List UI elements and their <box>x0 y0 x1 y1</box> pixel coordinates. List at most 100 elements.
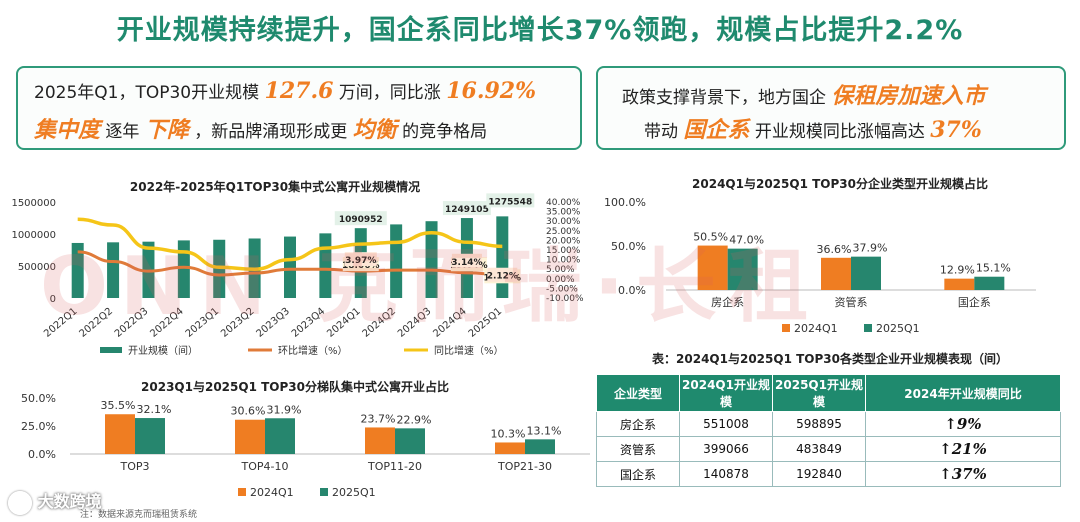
y-tick-label: 500000 <box>18 262 56 273</box>
y2-tick-label: -5.00% <box>546 284 578 294</box>
bar <box>177 240 190 298</box>
bar-data-label: 1275548 <box>488 197 532 207</box>
qoq-data-label-bg <box>344 252 377 267</box>
bar-data-label: 12.9% <box>940 264 975 277</box>
bar <box>495 442 525 454</box>
table-row: 资管系 399066 483849 ↑21% <box>596 436 1061 462</box>
table-cell: 140878 <box>679 461 773 487</box>
bar-data-label: 22.9% <box>397 413 432 426</box>
callout-highlight: 127.6 <box>264 78 334 104</box>
bar-data-label: 1249105 <box>445 205 489 215</box>
callout-text: 带动 <box>644 122 678 142</box>
bar <box>135 418 165 454</box>
footer-note: 注：数据来源克而瑞租赁系统 <box>80 510 198 520</box>
bar <box>525 439 555 454</box>
table-header-row: 企业类型 2024Q1开业规模 2025Q1开业规模 2024年开业规模同比 <box>596 374 1061 412</box>
table-cell: ↑21% <box>865 436 1061 462</box>
bar <box>265 418 295 454</box>
bar <box>821 257 851 290</box>
logo-icon <box>8 490 32 515</box>
y-tick-label: 1000000 <box>11 230 56 241</box>
table-cell: 483849 <box>772 436 866 462</box>
y-tick-label: 50.0% <box>611 240 646 253</box>
bar <box>974 276 1005 290</box>
callout-text: 开业规模同比涨幅高达 <box>754 122 925 142</box>
legend-label: 同比增速（%） <box>434 344 504 357</box>
legend-swatch <box>320 488 328 496</box>
table-cell: ↑37% <box>865 461 1061 487</box>
callout-left: 2025年Q1，TOP30开业规模 127.6 万间，同比涨 16.92% 集中… <box>16 66 582 150</box>
bar-data-label: 15.1% <box>976 262 1011 275</box>
y2-tick-label: 30.00% <box>546 217 581 227</box>
legend-label: 2025Q1 <box>876 322 920 335</box>
table-cell: 399066 <box>679 436 773 462</box>
legend-label: 2024Q1 <box>250 486 294 499</box>
table-cell: 598895 <box>772 411 866 437</box>
qoq-data-label: 2.12% <box>487 272 518 282</box>
yoy-line <box>77 217 503 271</box>
bar <box>851 256 881 290</box>
bar-data-label: 10.3% <box>491 427 526 440</box>
table-row: 房企系 551008 598895 ↑9% <box>596 411 1061 437</box>
x-tick-label: TOP3 <box>119 460 149 473</box>
bar <box>395 428 425 454</box>
table-header: 企业类型 <box>596 374 680 412</box>
legend-label: 2025Q1 <box>332 486 376 499</box>
y2-tick-label: 10.00% <box>546 256 581 266</box>
y2-tick-label: 5.00% <box>546 265 575 275</box>
chart3-bar: 50.0% 25.0% 0.0% 35.5% 32.1% TOP3 30.6% 31.9% TO… <box>21 392 590 499</box>
y2-tick-label: 0.00% <box>546 275 575 285</box>
x-tick-label: 资管系 <box>835 295 868 309</box>
callout-highlight: 16.92% <box>446 78 537 104</box>
bar <box>727 248 758 290</box>
type-table: 企业类型 2024Q1开业规模 2025Q1开业规模 2024年开业规模同比 房… <box>596 374 1061 487</box>
y2-tick-label: 15.00% <box>546 246 581 256</box>
callout-text: 2025年Q1，TOP30开业规模 <box>34 83 260 103</box>
y2-tick-label: -10.00% <box>546 294 584 304</box>
x-tick-label: TOP11-20 <box>367 460 422 473</box>
callout-right: 政策支撑背景下，地方国企 保租房加速入市 带动 国企系 开业规模同比涨幅高达 3… <box>596 66 1066 150</box>
table-header: 2024年开业规模同比 <box>865 374 1061 412</box>
callout-text: ，新品牌涌现形成更 <box>194 122 348 142</box>
callout-text: 万间，同比涨 <box>338 83 441 103</box>
bar-data-label-bg <box>486 193 535 208</box>
bar-data-label: 23.7% <box>361 412 396 425</box>
callout-highlight: 37% <box>930 117 982 143</box>
qoq-data-label: 3.14% <box>451 258 482 268</box>
bar <box>71 242 84 298</box>
callout-right-line2: 带动 国企系 开业规模同比涨幅高达 37% <box>644 112 982 144</box>
legend-label: 环比增速（%） <box>278 344 348 357</box>
callout-highlight: 均衡 <box>352 117 397 143</box>
callout-highlight: 保租房加速入市 <box>831 83 986 109</box>
y2-tick-label: 40.00% <box>546 198 581 208</box>
logo-text: 大数跨境 <box>37 492 102 511</box>
x-tick-label: TOP21-30 <box>497 460 552 473</box>
callout-text: 政策支撑背景下，地方国企 <box>622 88 826 108</box>
y-tick-label: 0.0% <box>618 284 646 297</box>
x-tick-label: 房企系 <box>711 295 744 309</box>
table-cell: 192840 <box>772 461 866 487</box>
callout-left-line1: 2025年Q1，TOP30开业规模 127.6 万间，同比涨 16.92% <box>34 78 536 104</box>
bar <box>697 245 728 290</box>
table-cell: 资管系 <box>596 436 680 462</box>
bar <box>944 278 975 290</box>
table-row: 国企系 140878 192840 ↑37% <box>596 461 1061 487</box>
footer-logo: 大数跨境 <box>8 488 102 515</box>
callout-highlight: 下降 <box>144 117 189 143</box>
table-cell: 房企系 <box>596 411 680 437</box>
table-header: 2025Q1开业规模 <box>772 374 866 412</box>
callout-right-line1: 政策支撑背景下，地方国企 保租房加速入市 <box>622 78 985 110</box>
chart1-title: 2022年-2025年Q1TOP30集中式公寓开业规模情况 <box>129 180 421 194</box>
bar-data-label: 13.1% <box>527 424 562 437</box>
y-tick-label: 0 <box>50 294 56 305</box>
callout-highlight: 国企系 <box>683 117 750 143</box>
callout-left-line2: 集中度 逐年 下降 ，新品牌涌现形成更 均衡 的竞争格局 <box>34 112 487 144</box>
qoq-data-label: 3.97% <box>345 256 376 266</box>
y2-tick-label: 35.00% <box>546 208 581 218</box>
x-tick-label: 国企系 <box>958 295 991 309</box>
chart1-combo: 15000001000000500000040.00%35.00%30.00%2… <box>11 193 584 357</box>
bar <box>105 414 135 454</box>
bar-data-label: 37.9% <box>853 242 888 255</box>
y-tick-label: 50.0% <box>21 392 56 405</box>
legend-swatch <box>238 488 246 496</box>
